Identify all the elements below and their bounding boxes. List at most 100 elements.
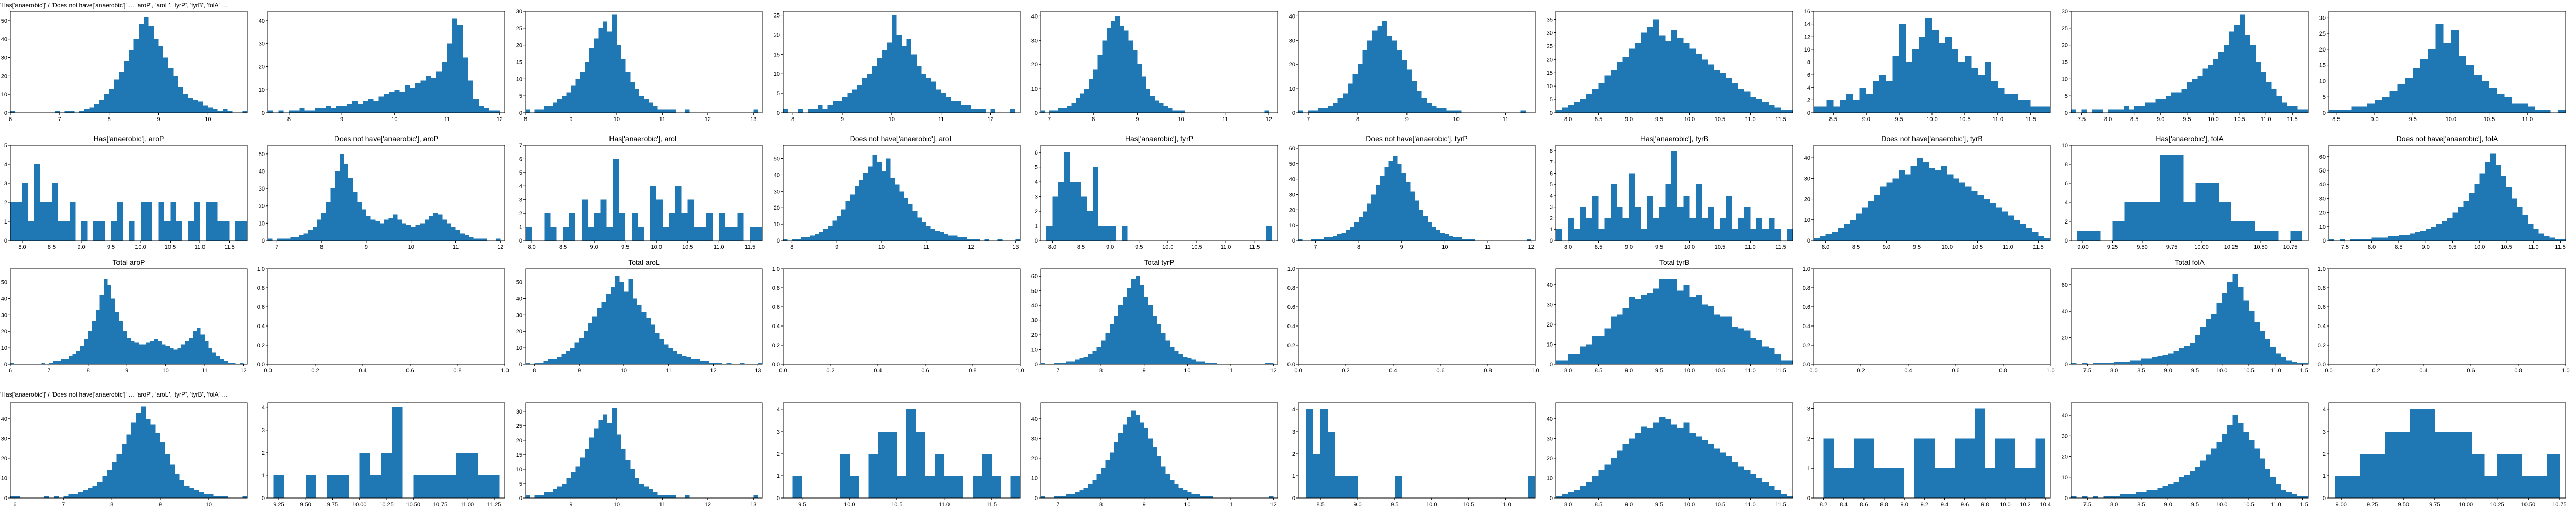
histogram-bar — [53, 360, 57, 364]
x-tick-label: 8.0 — [1048, 244, 1056, 250]
histogram-bar — [1874, 468, 1885, 498]
x-tick-label: 8.0 — [2368, 244, 2376, 250]
histogram-bar — [73, 494, 78, 498]
histogram-bar — [911, 54, 917, 113]
x-tick-label: 10.5 — [1972, 244, 1983, 250]
histogram-bar — [2522, 215, 2528, 241]
y-tick-label: 0 — [1807, 495, 1810, 502]
x-tick-label: 8.2 — [1820, 502, 1827, 508]
histogram-bar — [935, 230, 940, 241]
y-tick-label: 35 — [1547, 17, 1553, 23]
histogram-bar — [1319, 239, 1325, 241]
x-tick-label: 10.0 — [1684, 502, 1695, 508]
histogram-bar — [1092, 480, 1097, 498]
histogram-bar — [1070, 182, 1076, 241]
histogram-bar — [1671, 30, 1677, 113]
histogram-bar — [1458, 237, 1462, 241]
histogram-bar — [1377, 26, 1382, 113]
histogram-bar — [1124, 30, 1129, 113]
x-tick-label: 9.5 — [2191, 502, 2199, 508]
histogram-bar — [1081, 196, 1087, 241]
x-tick-label: 7.5 — [2083, 368, 2091, 374]
histogram-bar — [1904, 174, 1911, 241]
histogram-bar — [1653, 218, 1659, 241]
y-tick-label: 50 — [259, 151, 265, 158]
histogram-bar — [1985, 62, 1991, 113]
histogram-bar — [217, 111, 223, 113]
histogram-bar — [84, 339, 88, 364]
histogram-bar — [389, 92, 395, 113]
histogram-bar — [534, 109, 539, 113]
histogram-bar — [1556, 496, 1562, 498]
histogram-bar — [1677, 428, 1684, 498]
y-tick-label: 0.8 — [2318, 285, 2326, 291]
histogram-bar — [2092, 495, 2098, 498]
histogram-bar — [1977, 195, 1984, 241]
histogram-bar — [2266, 231, 2279, 241]
histogram-bar — [575, 466, 581, 498]
histogram-bar — [2404, 235, 2410, 241]
histogram-bar — [1574, 229, 1581, 241]
histogram-bar — [1984, 199, 1990, 241]
histogram-bar — [478, 238, 483, 241]
histogram-bar — [2227, 425, 2233, 498]
histogram-bar — [1574, 490, 1581, 498]
histogram-bar — [1101, 468, 1106, 498]
histogram-bar — [917, 217, 922, 241]
histogram-bar — [526, 227, 532, 241]
histogram-bar — [320, 108, 326, 113]
histogram-bar — [451, 227, 456, 241]
histogram-bar — [847, 93, 853, 113]
histogram-bar — [2207, 183, 2219, 241]
histogram-bar — [2281, 102, 2287, 113]
histogram-bar — [1556, 110, 1562, 113]
histogram-bar — [28, 221, 34, 241]
x-tick-label: 9 — [159, 502, 162, 508]
y-tick-label: 0 — [2323, 495, 2326, 502]
x-tick-label: 8.5 — [1316, 502, 1324, 508]
x-tick-label: 9.50 — [2398, 502, 2409, 508]
histogram-bar — [92, 321, 96, 364]
histogram-bar — [194, 490, 199, 498]
histogram-bar — [1653, 288, 1659, 364]
histogram-bar — [1683, 422, 1690, 498]
x-tick-label: 10.5 — [1959, 116, 1970, 123]
axes-frame — [1813, 402, 2051, 499]
histogram-bar — [648, 489, 653, 498]
x-tick-label: 11 — [1227, 502, 1233, 508]
y-tick-label: 30 — [259, 186, 265, 192]
axes-frame — [267, 11, 505, 113]
y-tick-label: 0 — [262, 238, 265, 244]
histogram-bar — [1527, 239, 1531, 241]
histogram-panel: 9.25 9.50 9.75 10.00 10.25 10.50 10.75 11.00 11.… — [262, 402, 505, 508]
x-tick-label: 10.5 — [1715, 244, 1725, 250]
histogram-bar — [2179, 477, 2184, 498]
histogram-bar — [1083, 488, 1088, 498]
histogram-bar — [1105, 333, 1110, 364]
histogram-bar — [1092, 351, 1097, 364]
histogram-bar — [1929, 168, 1935, 241]
histogram-bar — [894, 184, 900, 241]
y-tick-label: 0.0 — [772, 362, 780, 368]
axes-frame — [1555, 145, 1793, 241]
histogram-bar — [104, 94, 109, 113]
histogram-bar — [603, 414, 608, 498]
histogram-bar — [194, 202, 200, 241]
histogram-bar — [1971, 68, 1978, 113]
histogram-bar — [616, 45, 621, 113]
histogram-bar — [228, 362, 232, 364]
x-tick-label: 10.0 — [2446, 116, 2456, 123]
x-tick-label: 9 — [1136, 116, 1139, 123]
histogram-bar — [1451, 110, 1456, 113]
y-tick-label: 30 — [774, 188, 780, 195]
histogram-bar — [667, 495, 672, 498]
histogram-bar — [1750, 338, 1757, 364]
histogram-bar — [832, 101, 838, 113]
histogram-bar — [1456, 110, 1462, 113]
histogram-bar — [891, 15, 897, 113]
histogram-panel: 8.0 8.5 9.0 9.5 10.0 10.5 11.0 11.5010203040Doe… — [1804, 134, 2051, 250]
histogram-bar — [1417, 91, 1422, 113]
